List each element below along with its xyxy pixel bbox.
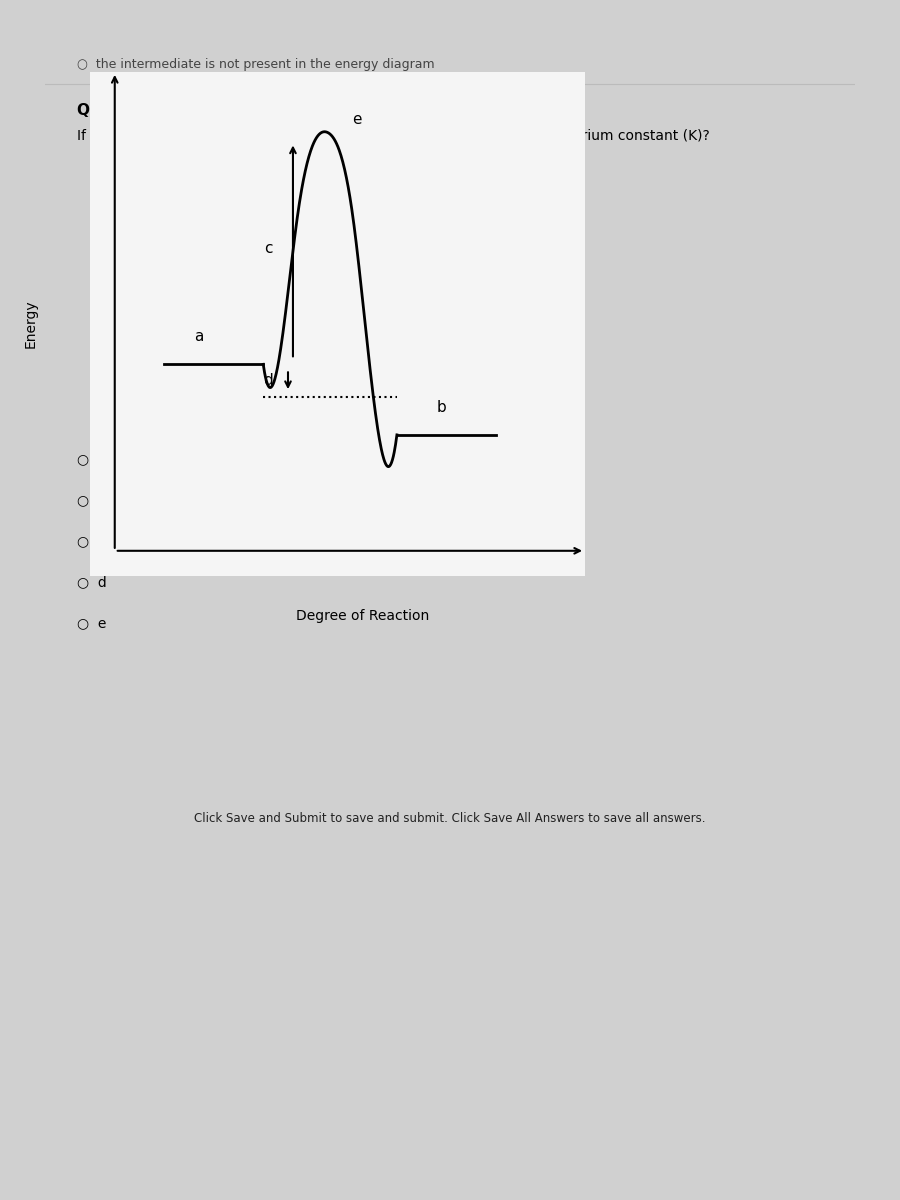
Text: d: d — [264, 373, 273, 389]
Text: QUESTION 10: QUESTION 10 — [77, 103, 193, 118]
Text: ○  energy difference between a and e: ○ energy difference between a and e — [77, 452, 342, 467]
Text: Energy: Energy — [23, 300, 38, 348]
Text: ○  d: ○ d — [77, 575, 107, 589]
Text: ○  the intermediate is not present in the energy diagram: ○ the intermediate is not present in the… — [77, 59, 435, 71]
Text: Click Save and Submit to save and submit. Click Save All Answers to save all ans: Click Save and Submit to save and submit… — [194, 812, 706, 826]
Text: e: e — [353, 113, 362, 127]
Text: ○  c: ○ c — [77, 534, 106, 548]
Text: Degree of Reaction: Degree of Reaction — [295, 610, 429, 623]
Text: ○  e: ○ e — [77, 617, 107, 630]
Text: c: c — [264, 241, 273, 256]
Text: b: b — [436, 400, 446, 415]
Text: a: a — [194, 329, 203, 344]
Text: If the reaction depicted is reversible, which is most related to the equilibrium: If the reaction depicted is reversible, … — [77, 128, 710, 143]
Text: ○  energy difference between b and e: ○ energy difference between b and e — [77, 493, 342, 508]
